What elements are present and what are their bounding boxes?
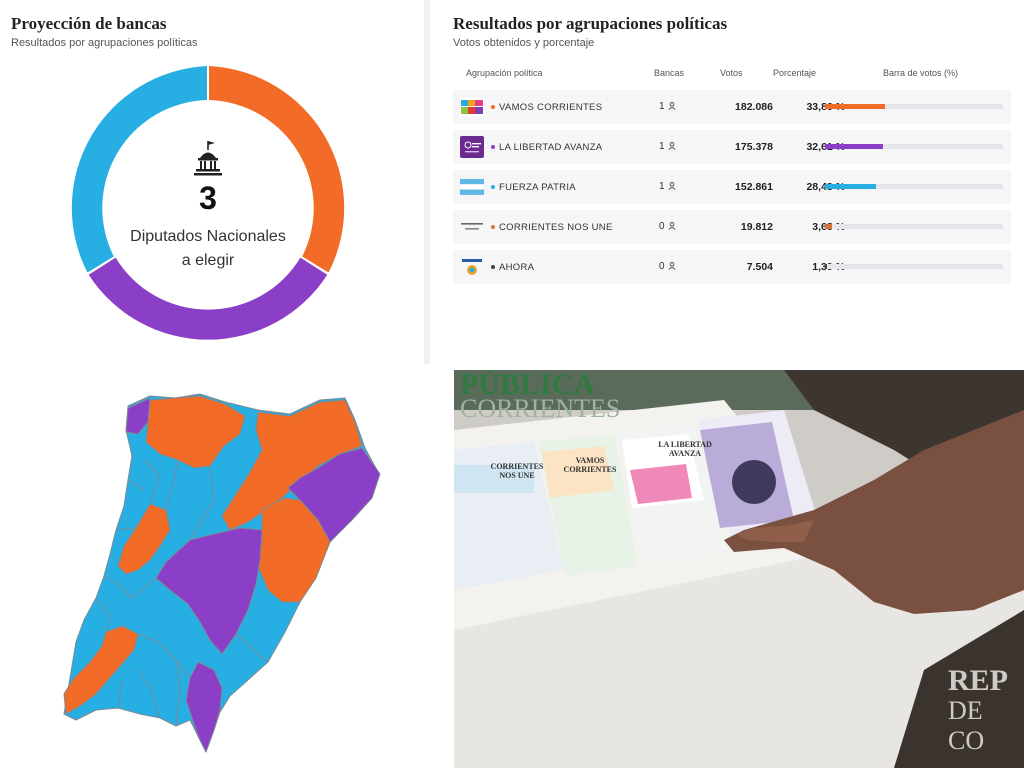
vote-bar bbox=[825, 184, 1003, 189]
party-name: LA LIBERTAD AVANZA bbox=[491, 142, 602, 153]
vote-bar-fill bbox=[825, 264, 828, 269]
person-icon bbox=[668, 262, 676, 270]
header-party: Agrupación política bbox=[466, 68, 543, 78]
party-color-dot bbox=[491, 265, 495, 270]
seats-value: 1 bbox=[659, 101, 665, 112]
ballot-photo: PÚBLICA CORRIENTES CORRIENTES NOS UNE VA… bbox=[454, 370, 1024, 768]
seats-title: Proyección de bancas bbox=[11, 14, 167, 33]
ahora-logo bbox=[460, 256, 484, 278]
vote-bar bbox=[825, 264, 1003, 269]
watermark-line2: DE CO bbox=[948, 696, 985, 755]
vote-bar bbox=[825, 144, 1003, 149]
seats-subtitle: Resultados por agrupaciones políticas bbox=[11, 37, 198, 49]
result-row[interactable]: CORRIENTES NOS UNE 0 19.812 3,68 % bbox=[453, 210, 1011, 244]
party-votes: 175.378 bbox=[735, 141, 773, 153]
seats-total: 3 bbox=[199, 180, 217, 216]
party-color-dot bbox=[491, 185, 495, 190]
party-name: VAMOS CORRIENTES bbox=[491, 102, 602, 113]
ballot-photo-scene bbox=[454, 370, 1024, 768]
map-region[interactable] bbox=[185, 661, 223, 753]
result-row[interactable]: LA LIBERTAD AVANZA 1 175.378 32,61 % bbox=[453, 130, 1011, 164]
party-name-text: CORRIENTES NOS UNE bbox=[499, 222, 613, 233]
results-subtitle: Votos obtenidos y porcentaje bbox=[453, 37, 595, 49]
la-libertad-avanza-logo bbox=[460, 136, 484, 158]
party-name-text: FUERZA PATRIA bbox=[499, 182, 576, 193]
party-votes: 152.861 bbox=[735, 181, 773, 193]
donut-segment-fuerza-patria[interactable] bbox=[71, 66, 207, 273]
fuerza-patria-logo bbox=[459, 179, 485, 195]
party-name-text: AHORA bbox=[499, 262, 535, 273]
party-color-dot bbox=[491, 105, 495, 110]
panel-divider bbox=[424, 0, 430, 364]
map-region[interactable] bbox=[63, 625, 139, 715]
donut-segment-vamos-corrientes[interactable] bbox=[209, 66, 345, 273]
party-votes: 19.812 bbox=[740, 221, 773, 233]
party-name: AHORA bbox=[491, 262, 534, 273]
party-name-text: VAMOS CORRIENTES bbox=[499, 102, 603, 113]
results-panel: Resultados por agrupaciones políticas Vo… bbox=[432, 0, 1024, 364]
party-seats: 0 bbox=[659, 221, 676, 232]
banner-text-publica: PÚBLICA bbox=[460, 370, 596, 401]
ballot-title-vamos-corrientes: VAMOS CORRIENTES bbox=[563, 456, 617, 474]
panel-divider-horizontal bbox=[0, 364, 1024, 370]
vote-bar-fill bbox=[825, 104, 886, 109]
province-map bbox=[63, 393, 381, 753]
map-region[interactable] bbox=[221, 399, 363, 531]
donut-segment-la-libertad-avanza[interactable] bbox=[88, 257, 328, 340]
person-icon bbox=[668, 142, 676, 150]
map-region[interactable] bbox=[155, 527, 263, 655]
header-bar: Barra de votos (%) bbox=[883, 68, 959, 78]
banner-text-corrientes: CORRIENTES bbox=[460, 394, 621, 423]
map-region[interactable] bbox=[125, 397, 151, 435]
person-icon bbox=[668, 182, 676, 190]
person-icon bbox=[668, 222, 676, 230]
corrientes-nos-une-logo bbox=[460, 216, 484, 238]
vamos-corrientes-logo bbox=[460, 98, 484, 116]
vote-bar-fill bbox=[825, 184, 876, 189]
seats-value: 0 bbox=[659, 221, 665, 232]
map-region[interactable] bbox=[117, 503, 171, 575]
party-name: FUERZA PATRIA bbox=[491, 182, 576, 193]
congress-building-icon bbox=[194, 141, 222, 176]
header-seats: Bancas bbox=[654, 68, 685, 78]
party-seats: 1 bbox=[659, 101, 676, 112]
result-row[interactable]: VAMOS CORRIENTES 1 182.086 33,86 % bbox=[453, 90, 1011, 124]
party-seats: 1 bbox=[659, 181, 676, 192]
vote-bar bbox=[825, 224, 1003, 229]
map-region[interactable] bbox=[145, 395, 246, 469]
corrientes-results-map bbox=[0, 370, 452, 768]
seats-donut-chart bbox=[71, 66, 345, 340]
party-votes: 182.086 bbox=[735, 101, 773, 113]
seats-value: 1 bbox=[659, 141, 665, 152]
seats-value: 0 bbox=[659, 261, 665, 272]
results-title: Resultados por agrupaciones políticas bbox=[453, 14, 728, 33]
vote-bar-fill bbox=[825, 224, 832, 229]
seats-value: 1 bbox=[659, 181, 665, 192]
watermark-line1: REP bbox=[948, 664, 1008, 697]
header-percent: Porcentaje bbox=[773, 68, 817, 78]
party-votes: 7.504 bbox=[746, 261, 773, 273]
result-row[interactable]: AHORA 0 7.504 1,39 % bbox=[453, 250, 1011, 284]
vote-bar-fill bbox=[825, 144, 884, 149]
party-color-dot bbox=[491, 225, 495, 230]
seats-label-line1: Diputados Nacionales bbox=[130, 228, 286, 245]
seats-projection-panel: Proyección de bancas Resultados por agru… bbox=[0, 0, 422, 364]
seats-label-line2: a elegir bbox=[181, 252, 235, 269]
party-seats: 1 bbox=[659, 141, 676, 152]
ballot-title-corrientes-nos-une: CORRIENTES NOS UNE bbox=[490, 462, 544, 480]
ballot-title-la-libertad-avanza: LA LIBERTAD AVANZA bbox=[658, 440, 712, 458]
party-name-text: LA LIBERTAD AVANZA bbox=[499, 142, 603, 153]
party-name: CORRIENTES NOS UNE bbox=[491, 222, 613, 233]
result-row[interactable]: FUERZA PATRIA 1 152.861 28,43 % bbox=[453, 170, 1011, 204]
header-votes: Votos bbox=[720, 68, 743, 78]
person-icon bbox=[668, 102, 676, 110]
party-seats: 0 bbox=[659, 261, 676, 272]
party-color-dot bbox=[491, 145, 495, 150]
vote-bar bbox=[825, 104, 1003, 109]
